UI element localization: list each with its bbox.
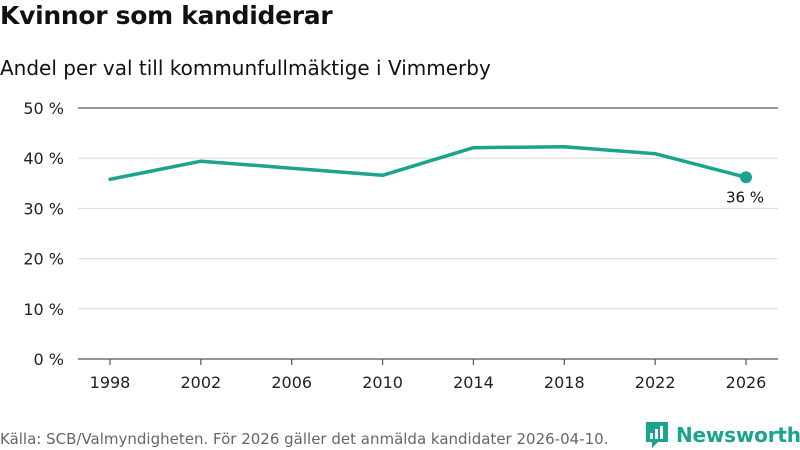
y-tick-label: 50 %	[23, 99, 64, 118]
source-note: Källa: SCB/Valmyndigheten. För 2026 gäll…	[0, 430, 609, 448]
line-chart: 0 % 10 % 20 % 30 % 40 % 50 % 1998 2002 2006 2010…	[23, 99, 778, 392]
x-tick-label: 2006	[271, 373, 312, 392]
brand: Newsworthy	[644, 420, 800, 450]
x-tick-label: 2018	[544, 373, 585, 392]
y-tick-label: 40 %	[23, 149, 64, 168]
chart-subtitle: Andel per val till kommunfullmäktige i V…	[0, 56, 491, 80]
brand-name: Newsworthy	[676, 423, 800, 447]
newsworthy-logo-icon	[646, 422, 668, 448]
chart-title: Kvinnor som kandiderar	[0, 1, 333, 30]
x-tick-label: 2026	[726, 373, 767, 392]
y-tick-label: 30 %	[23, 199, 64, 218]
x-tick-label: 2002	[180, 373, 221, 392]
y-tick-label: 10 %	[23, 300, 64, 319]
y-tick-label: 20 %	[23, 250, 64, 269]
y-tick-label: 0 %	[34, 350, 64, 369]
x-tick-label: 2010	[362, 373, 403, 392]
endpoint-marker	[740, 171, 752, 184]
data-label: 36 %	[726, 188, 764, 206]
x-tick-label: 2014	[453, 373, 494, 392]
x-tick-label: 2022	[635, 373, 676, 392]
series-line	[108, 144, 748, 182]
x-tick-label: 1998	[90, 373, 131, 392]
